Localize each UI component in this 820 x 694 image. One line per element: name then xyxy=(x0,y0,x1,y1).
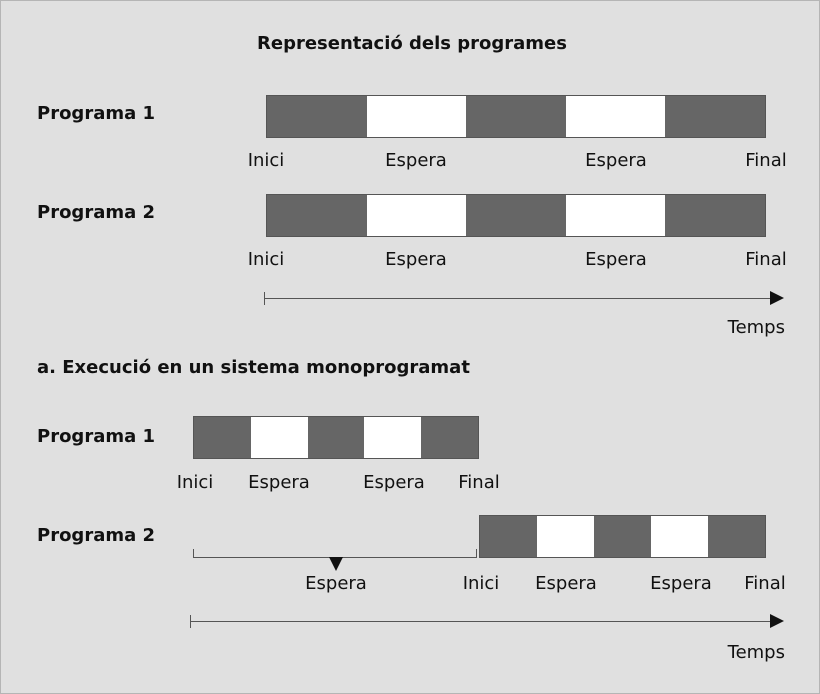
mono-section-title: a. Execució en un sistema monoprogramat xyxy=(37,357,470,378)
rep-time-axis xyxy=(264,298,772,299)
rep-program1-run-block xyxy=(665,96,765,137)
rep-program2-end-label: Final xyxy=(745,249,787,270)
rep-program1-end-label: Final xyxy=(745,150,787,171)
mono-wait-bracket-right-tick xyxy=(476,549,477,558)
rep-program2-wait-label-2: Espera xyxy=(585,249,647,270)
mono-program2-run-block xyxy=(708,516,765,557)
rep-program2-start-label: Inici xyxy=(247,249,285,270)
rep-program2-timeline xyxy=(266,194,766,237)
rep-time-axis-arrow-icon xyxy=(770,291,784,305)
rep-program2-label: Programa 2 xyxy=(37,202,156,223)
mono-program1-run-block xyxy=(307,417,365,458)
rep-program2-run-block xyxy=(466,195,566,236)
mono-program1-run-block xyxy=(421,417,478,458)
rep-program2-run-block xyxy=(267,195,367,236)
rep-program2-run-block xyxy=(665,195,765,236)
rep-program1-wait-block xyxy=(565,96,666,137)
rep-program1-wait-block xyxy=(366,96,467,137)
rep-program1-run-block xyxy=(267,96,367,137)
mono-program2-end-label: Final xyxy=(744,573,786,594)
mono-program2-run-block xyxy=(594,516,651,557)
rep-program1-label: Programa 1 xyxy=(37,103,156,124)
rep-program1-start-label: Inici xyxy=(247,150,285,171)
mono-program2-initial-wait-label: Espera xyxy=(305,573,367,594)
mono-time-axis-arrow-icon xyxy=(770,614,784,628)
mono-time-axis xyxy=(190,621,772,622)
mono-program1-timeline xyxy=(193,416,479,459)
mono-program1-wait-label-1: Espera xyxy=(248,472,310,493)
mono-program2-start-label: Inici xyxy=(462,573,500,594)
mono-program2-wait-block xyxy=(651,516,708,557)
rep-program1-run-block xyxy=(466,96,566,137)
mono-time-axis-label: Temps xyxy=(727,642,785,663)
mono-program1-run-block xyxy=(194,417,251,458)
rep-program1-timeline xyxy=(266,95,766,138)
rep-program1-wait-label-2: Espera xyxy=(585,150,647,171)
rep-program2-wait-block xyxy=(565,195,666,236)
mono-program2-wait-label-1: Espera xyxy=(535,573,597,594)
mono-wait-marker-icon xyxy=(329,557,343,571)
mono-program1-start-label: Inici xyxy=(176,472,214,493)
rep-program2-wait-label-1: Espera xyxy=(385,249,447,270)
mono-program1-end-label: Final xyxy=(458,472,500,493)
rep-time-axis-label: Temps xyxy=(727,317,785,338)
mono-program2-label: Programa 2 xyxy=(37,525,156,546)
mono-program2-wait-block xyxy=(537,516,594,557)
rep-program2-wait-block xyxy=(366,195,467,236)
mono-program2-timeline xyxy=(479,515,766,558)
mono-program2-run-block xyxy=(480,516,537,557)
mono-program1-label: Programa 1 xyxy=(37,426,156,447)
mono-wait-bracket-left-tick xyxy=(193,549,194,558)
mono-program2-wait-label-2: Espera xyxy=(650,573,712,594)
diagram-title: Representació dels programes xyxy=(257,33,567,54)
mono-program1-wait-block xyxy=(250,417,308,458)
rep-program1-wait-label-1: Espera xyxy=(385,150,447,171)
mono-program1-wait-block xyxy=(364,417,422,458)
mono-program1-wait-label-2: Espera xyxy=(363,472,425,493)
